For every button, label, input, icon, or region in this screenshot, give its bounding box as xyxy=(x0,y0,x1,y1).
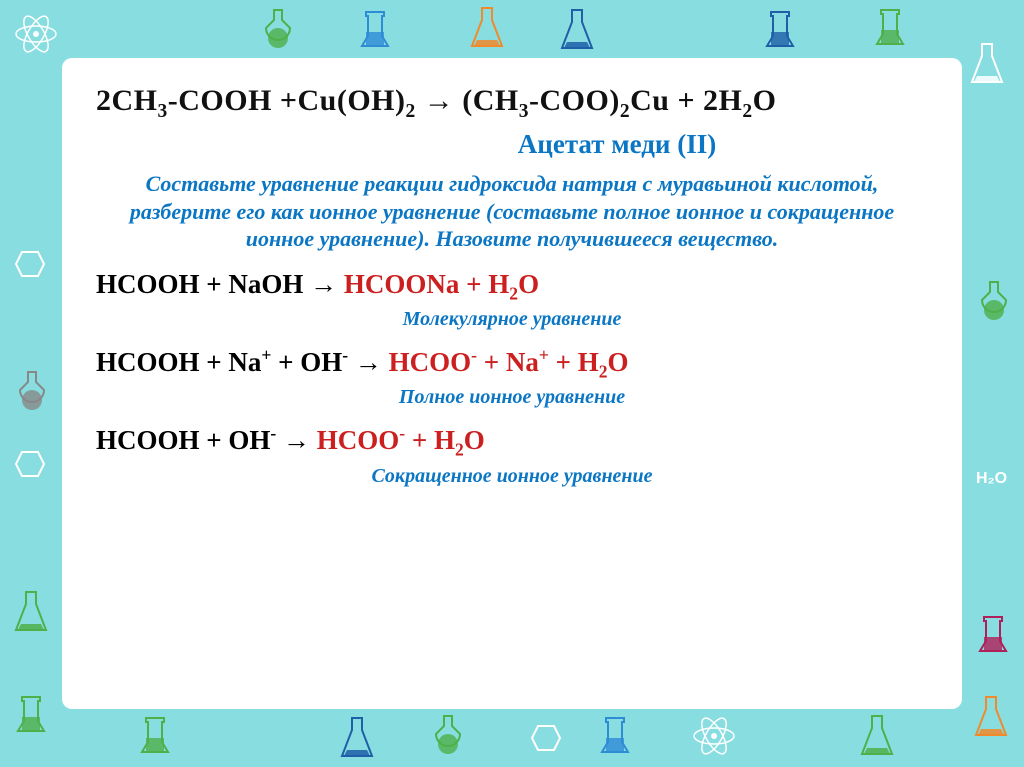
eq-part: O xyxy=(464,425,485,455)
hex-icon xyxy=(14,450,46,483)
eq-part: HCOO xyxy=(389,347,472,377)
eq-part: HCOOH + Na xyxy=(96,347,261,377)
eq-arrow: → xyxy=(276,425,317,455)
flask-tri-icon xyxy=(970,42,1004,91)
eq-part: -COO) xyxy=(529,84,620,117)
eq-lhs: HCOOH + NaOH xyxy=(96,269,303,299)
flask-tri-icon xyxy=(860,714,894,763)
eq-part: + Na xyxy=(477,347,539,377)
eq-part: O xyxy=(518,269,539,299)
product-name-label: Ацетат меди (II) xyxy=(306,129,928,160)
eq-sub: 2 xyxy=(620,101,630,122)
atom-icon xyxy=(12,10,60,63)
flask-tri-icon xyxy=(560,8,594,57)
beaker-icon xyxy=(600,716,630,761)
flask-round-icon xyxy=(260,8,296,57)
flask-round-icon xyxy=(976,280,1012,329)
eq-sup: + xyxy=(539,345,549,365)
eq-sub: 3 xyxy=(158,101,168,122)
flask-round-icon xyxy=(14,370,50,419)
eq-rhs: HCOO- + H2O xyxy=(317,425,485,455)
eq-sub: 2 xyxy=(509,283,518,303)
eq-part: O xyxy=(608,347,629,377)
flask-round-icon xyxy=(430,714,466,763)
beaker-icon xyxy=(978,615,1008,660)
label-h2o-icon: H₂O xyxy=(976,465,1016,494)
caption-short-ionic: Сокращенное ионное уравнение xyxy=(96,465,928,488)
eq-sub: 2 xyxy=(455,440,464,460)
eq-rhs: HCOONa + H2O xyxy=(344,269,539,299)
eq-arrow: → xyxy=(348,347,389,377)
eq-part: Cu + 2H xyxy=(630,84,742,117)
beaker-icon xyxy=(140,716,170,761)
beaker-icon xyxy=(765,10,795,55)
eq-part: 2CH xyxy=(96,84,158,117)
eq-sub: 2 xyxy=(406,101,416,122)
content-card: 2CH3-COOH +Cu(OH)2 → (CH3-COO)2Cu + 2H2O… xyxy=(62,58,962,709)
short-ionic-equation: HCOOH + OH- → HCOO- + H2O xyxy=(96,423,928,460)
eq-sub: 3 xyxy=(519,101,529,122)
eq-sub: 2 xyxy=(599,361,608,381)
hex-icon xyxy=(14,250,46,283)
eq-part: + OH xyxy=(271,347,342,377)
eq-part: HCOOH + OH xyxy=(96,425,270,455)
beaker-icon xyxy=(875,8,905,53)
flask-tri-icon xyxy=(14,590,48,639)
hex-icon xyxy=(530,724,562,757)
molecular-equation: HCOOH + NaOH → HCOONa + H2O xyxy=(96,269,928,304)
caption-molecular: Молекулярное уравнение xyxy=(96,308,928,331)
eq-part: HCOO xyxy=(317,425,400,455)
atom-icon xyxy=(690,712,738,765)
eq-part: + H xyxy=(405,425,455,455)
task-text: Составьте уравнение реакции гидроксида н… xyxy=(96,170,928,253)
eq-arrow: → xyxy=(303,269,344,299)
flask-tri-icon xyxy=(974,695,1008,744)
flask-tri-icon xyxy=(340,716,374,765)
beaker-icon xyxy=(360,10,390,55)
eq-rhs: HCOO- + Na+ + H2O xyxy=(389,347,629,377)
eq-part: (CH xyxy=(462,84,519,117)
full-ionic-equation: HCOOH + Na+ + OH- → HCOO- + Na+ + H2O xyxy=(96,345,928,382)
eq-part: -COOH +Cu(OH) xyxy=(168,84,406,117)
main-equation: 2CH3-COOH +Cu(OH)2 → (CH3-COO)2Cu + 2H2O xyxy=(96,84,928,123)
eq-part: O xyxy=(753,84,777,117)
eq-sup: + xyxy=(261,345,271,365)
svg-text:H₂O: H₂O xyxy=(976,470,1007,487)
eq-arrow: → xyxy=(416,84,463,117)
beaker-icon xyxy=(16,695,46,740)
eq-part: + H xyxy=(549,347,599,377)
eq-sub: 2 xyxy=(742,101,752,122)
flask-tri-icon xyxy=(470,6,504,55)
eq-part: HCOONa + H xyxy=(344,269,509,299)
caption-full-ionic: Полное ионное уравнение xyxy=(96,386,928,409)
